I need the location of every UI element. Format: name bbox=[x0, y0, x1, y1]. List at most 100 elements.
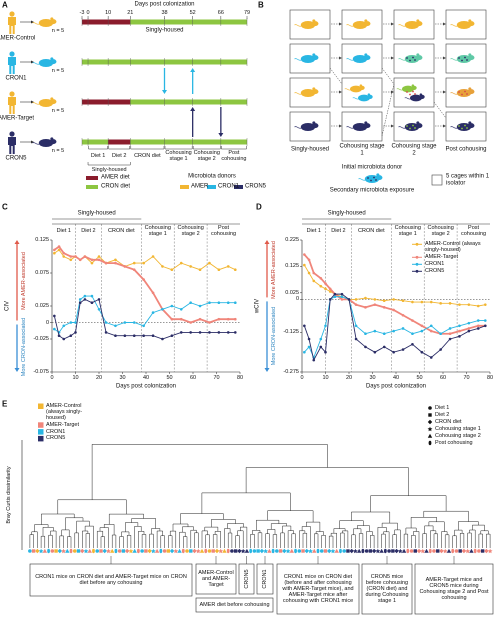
x-tick-label: 50 bbox=[416, 374, 423, 381]
leaf-marker bbox=[233, 549, 238, 553]
dendrogram-branch bbox=[108, 513, 144, 525]
data-point bbox=[78, 298, 82, 301]
phase-label: CRON diet bbox=[134, 152, 161, 159]
arrow-head bbox=[190, 68, 196, 72]
panel-label: A bbox=[2, 0, 8, 10]
panel-label: D bbox=[256, 202, 262, 212]
y-tick-label: -0.025 bbox=[33, 335, 49, 342]
leaf-marker bbox=[35, 548, 40, 554]
dendrogram-branch bbox=[57, 499, 127, 515]
mouse-ear bbox=[312, 87, 316, 91]
data-point bbox=[142, 278, 145, 281]
legend-label: Cohousing stage 2 bbox=[435, 432, 481, 439]
dendrogram-branch bbox=[405, 527, 417, 535]
dendrogram-branch bbox=[469, 529, 476, 548]
microbe-dot bbox=[412, 56, 414, 59]
mouse-body bbox=[404, 54, 420, 64]
leaf-marker bbox=[69, 548, 73, 554]
data-point bbox=[324, 282, 327, 285]
dendrogram-branch bbox=[119, 536, 124, 548]
data-point bbox=[340, 298, 344, 301]
leaf-marker bbox=[114, 548, 118, 554]
dendrogram-branch bbox=[302, 532, 308, 548]
microbe-dot bbox=[409, 127, 411, 130]
data-point bbox=[62, 324, 66, 328]
data-point bbox=[78, 258, 82, 262]
dendrogram-branch bbox=[84, 525, 94, 548]
data-point bbox=[179, 261, 183, 265]
legend-swatch bbox=[38, 435, 44, 442]
dashed-arrow bbox=[433, 101, 447, 119]
dendrogram-branch bbox=[85, 533, 90, 548]
leaf-marker bbox=[375, 548, 381, 554]
legend-label: AMER-Target bbox=[425, 254, 459, 260]
legend-swatch bbox=[38, 429, 44, 435]
data-point bbox=[123, 321, 127, 324]
data-point bbox=[62, 255, 66, 258]
leaf-marker bbox=[465, 548, 471, 554]
data-point bbox=[476, 327, 480, 330]
leaf-marker bbox=[181, 548, 185, 554]
arrow-head bbox=[443, 22, 446, 26]
y-tick-label: -0.275 bbox=[283, 368, 299, 375]
mouse-body bbox=[352, 20, 368, 30]
day-tick-label: 66 bbox=[217, 9, 224, 16]
dendrogram-branch bbox=[235, 535, 240, 548]
cluster-label: AMER diet before cohousing bbox=[199, 601, 270, 608]
mouse-tail bbox=[294, 126, 302, 129]
legend-swatch bbox=[86, 176, 98, 180]
mouse-body bbox=[404, 122, 420, 132]
arrow-head bbox=[339, 90, 342, 94]
dendrogram-branch bbox=[201, 530, 208, 548]
dendrogram-branch bbox=[31, 531, 38, 548]
cluster-box bbox=[195, 563, 237, 595]
microbe-dot bbox=[466, 59, 468, 61]
phase-bracket bbox=[164, 146, 193, 150]
legend-marker bbox=[415, 242, 419, 246]
mouse-tail bbox=[404, 97, 411, 100]
data-point bbox=[312, 279, 316, 283]
data-point bbox=[170, 334, 174, 338]
data-point bbox=[217, 317, 221, 321]
dendrogram-branch bbox=[410, 517, 437, 528]
dendrogram-branch bbox=[340, 532, 345, 548]
person-head bbox=[9, 51, 15, 57]
data-point bbox=[319, 345, 323, 349]
leaf-marker bbox=[473, 548, 477, 554]
data-point bbox=[217, 268, 221, 272]
mouse-body bbox=[38, 138, 54, 148]
leaf-marker bbox=[364, 549, 369, 553]
arrow-head bbox=[31, 60, 34, 64]
microbe-dot bbox=[375, 179, 377, 181]
dendrogram-branch bbox=[467, 532, 472, 548]
dendrogram-branch bbox=[172, 523, 189, 532]
data-point bbox=[53, 251, 56, 255]
y-tick-label: -0.075 bbox=[33, 368, 49, 375]
data-point bbox=[476, 319, 480, 322]
cluster-label: CRON1 mice on CRON diet (before and afte… bbox=[282, 573, 354, 605]
x-tick-label: 50 bbox=[166, 374, 173, 381]
data-point bbox=[104, 261, 108, 265]
leaf-marker bbox=[226, 548, 230, 554]
data-point bbox=[97, 308, 101, 311]
mouse-ear bbox=[367, 93, 371, 96]
mouse-tail bbox=[32, 62, 40, 65]
mouse-icon bbox=[294, 53, 319, 64]
mouse-ear bbox=[376, 173, 380, 177]
legend-label: Secondary microbiota exposure bbox=[329, 187, 415, 194]
mouse-icon bbox=[346, 121, 371, 132]
leaf-marker bbox=[195, 548, 201, 554]
legend-marker bbox=[428, 413, 432, 417]
data-point bbox=[458, 303, 461, 306]
dendrogram-branch bbox=[287, 530, 294, 548]
leaf-marker bbox=[308, 548, 313, 554]
microbe-dot bbox=[414, 59, 416, 61]
dendrogram-branch bbox=[452, 535, 457, 548]
dendrogram-branch bbox=[444, 534, 450, 548]
data-point bbox=[420, 324, 424, 328]
arrow-head bbox=[31, 140, 34, 144]
leaf-marker bbox=[379, 548, 384, 553]
dendrogram-branch bbox=[149, 533, 154, 548]
data-point bbox=[114, 258, 117, 262]
leaf-marker bbox=[334, 548, 339, 553]
